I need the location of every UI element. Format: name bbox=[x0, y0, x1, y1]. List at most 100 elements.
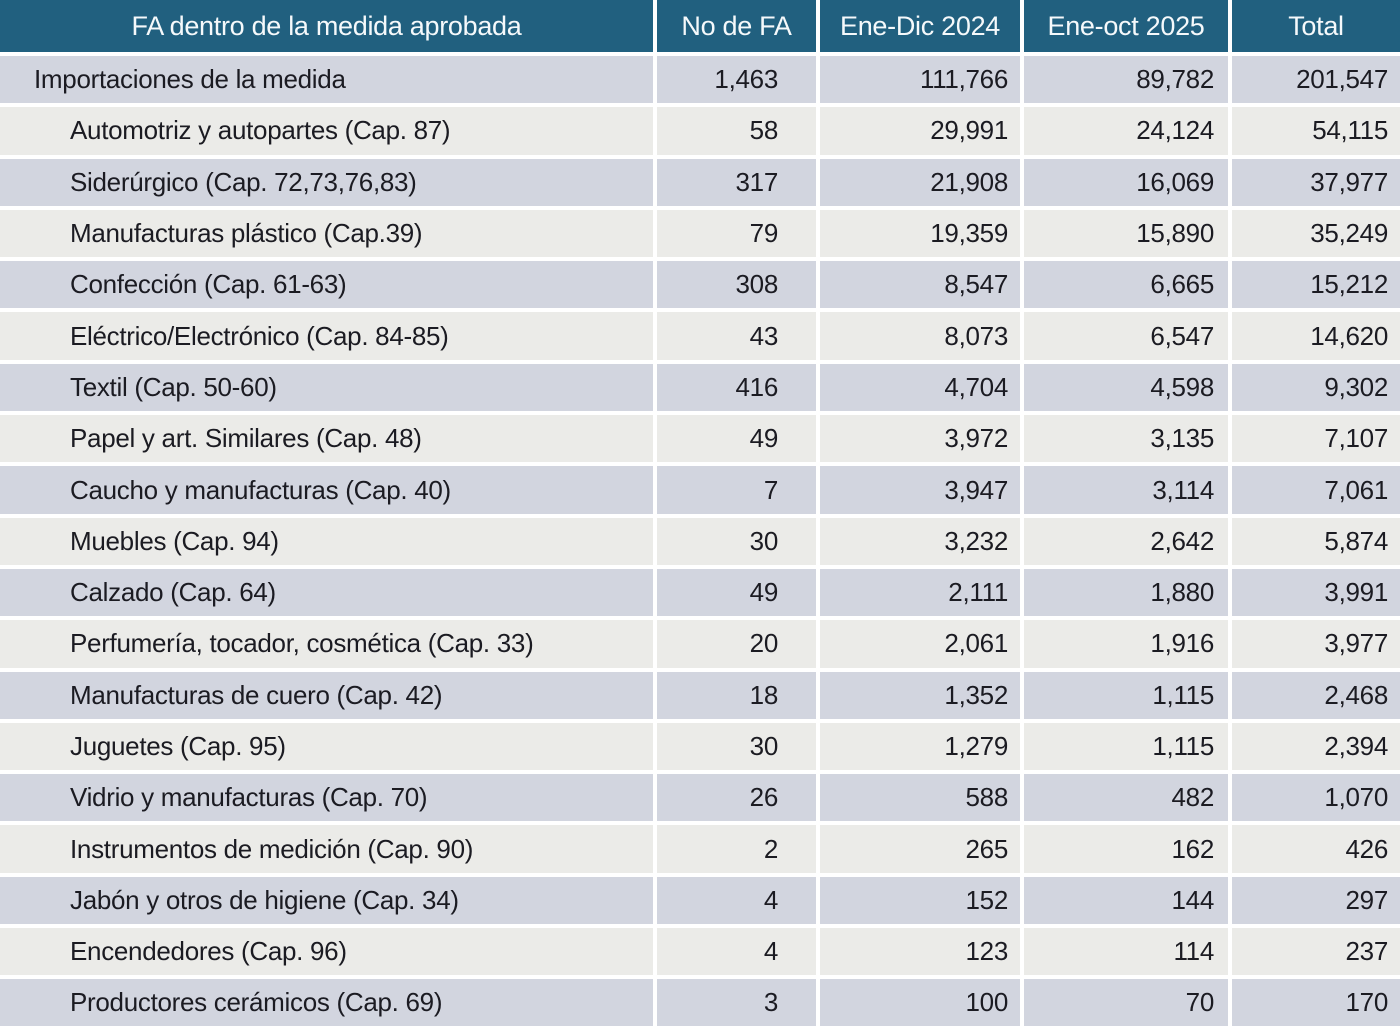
header-cell-total: Total bbox=[1228, 0, 1400, 56]
row-label: Automotriz y autopartes (Cap. 87) bbox=[0, 103, 657, 159]
row-value: 43 bbox=[653, 308, 820, 364]
row-value: 20 bbox=[653, 616, 820, 672]
row-value: 3,972 bbox=[816, 411, 1024, 467]
row-value: 1,115 bbox=[1020, 667, 1232, 723]
row-value: 114 bbox=[1020, 924, 1232, 980]
row-value: 70 bbox=[1020, 975, 1232, 1026]
table-row: Eléctrico/Electrónico (Cap. 84-85) 43 8,07… bbox=[0, 308, 1400, 364]
table-row: Instrumentos de medición (Cap. 90) 2 265 16… bbox=[0, 821, 1400, 877]
row-value: 3,114 bbox=[1020, 462, 1232, 518]
row-value: 29,991 bbox=[816, 103, 1024, 159]
row-value: 1,115 bbox=[1020, 718, 1232, 775]
row-value: 15,890 bbox=[1020, 205, 1232, 262]
row-value: 5,874 bbox=[1228, 513, 1400, 569]
row-value: 201,547 bbox=[1228, 51, 1400, 108]
table-row: Encendedores (Cap. 96) 4 123 114 237 bbox=[0, 924, 1400, 980]
row-label: Juguetes (Cap. 95) bbox=[0, 718, 657, 775]
table-row: Manufacturas de cuero (Cap. 42) 18 1,352 1,… bbox=[0, 667, 1400, 723]
row-value: 426 bbox=[1228, 821, 1400, 877]
row-value: 79 bbox=[653, 205, 820, 262]
row-value: 54,115 bbox=[1228, 103, 1400, 159]
table-row: Juguetes (Cap. 95) 30 1,279 1,115 2,394 bbox=[0, 718, 1400, 775]
row-value: 6,665 bbox=[1020, 257, 1232, 313]
row-value: 26 bbox=[653, 770, 820, 826]
row-value: 4,704 bbox=[816, 359, 1024, 416]
row-value: 7 bbox=[653, 462, 820, 518]
header-cell-ene-oct-2025: Ene-oct 2025 bbox=[1020, 0, 1232, 56]
row-value: 162 bbox=[1020, 821, 1232, 877]
row-value: 144 bbox=[1020, 872, 1232, 929]
header-cell-no-de-fa: No de FA bbox=[653, 0, 820, 56]
row-value: 15,212 bbox=[1228, 257, 1400, 313]
table-row: Caucho y manufacturas (Cap. 40) 7 3,947 3,1… bbox=[0, 462, 1400, 518]
row-label: Instrumentos de medición (Cap. 90) bbox=[0, 821, 657, 877]
row-value: 35,249 bbox=[1228, 205, 1400, 262]
row-value: 9,302 bbox=[1228, 359, 1400, 416]
row-value: 4,598 bbox=[1020, 359, 1232, 416]
row-label: Papel y art. Similares (Cap. 48) bbox=[0, 411, 657, 467]
row-value: 1,279 bbox=[816, 718, 1024, 775]
table-row: Textil (Cap. 50-60) 416 4,704 4,598 9,302 bbox=[0, 359, 1400, 416]
row-label: Confección (Cap. 61-63) bbox=[0, 257, 657, 313]
row-value: 1,463 bbox=[653, 51, 820, 108]
row-value: 2,468 bbox=[1228, 667, 1400, 723]
row-value: 2 bbox=[653, 821, 820, 877]
row-value: 3,232 bbox=[816, 513, 1024, 569]
row-value: 123 bbox=[816, 924, 1024, 980]
row-label: Manufacturas de cuero (Cap. 42) bbox=[0, 667, 657, 723]
row-value: 8,547 bbox=[816, 257, 1024, 313]
row-value: 1,070 bbox=[1228, 770, 1400, 826]
table-row: Productores cerámicos (Cap. 69) 3 100 70 170 bbox=[0, 975, 1400, 1026]
row-value: 152 bbox=[816, 872, 1024, 929]
row-label: Importaciones de la medida bbox=[0, 51, 657, 108]
row-value: 8,073 bbox=[816, 308, 1024, 364]
header-cell-ene-dic-2024: Ene-Dic 2024 bbox=[816, 0, 1024, 56]
row-value: 482 bbox=[1020, 770, 1232, 826]
row-label: Calzado (Cap. 64) bbox=[0, 564, 657, 621]
row-value: 7,061 bbox=[1228, 462, 1400, 518]
row-value: 2,642 bbox=[1020, 513, 1232, 569]
row-label: Eléctrico/Electrónico (Cap. 84-85) bbox=[0, 308, 657, 364]
row-value: 19,359 bbox=[816, 205, 1024, 262]
row-value: 308 bbox=[653, 257, 820, 313]
row-value: 3,977 bbox=[1228, 616, 1400, 672]
row-value: 111,766 bbox=[816, 51, 1024, 108]
table-row: Perfumería, tocador, cosmética (Cap. 33)… bbox=[0, 616, 1400, 672]
header-row: FA dentro de la medida aprobada No de FA… bbox=[0, 0, 1400, 56]
row-value: 3 bbox=[653, 975, 820, 1026]
row-value: 3,947 bbox=[816, 462, 1024, 518]
row-value: 2,061 bbox=[816, 616, 1024, 672]
table-row: Vidrio y manufacturas (Cap. 70) 26 588 482 1… bbox=[0, 770, 1400, 826]
row-label: Encendedores (Cap. 96) bbox=[0, 924, 657, 980]
table-row: Papel y art. Similares (Cap. 48) 49 3,972 3… bbox=[0, 411, 1400, 467]
table-row: Confección (Cap. 61-63) 308 8,547 6,665 15,2… bbox=[0, 257, 1400, 313]
row-value: 237 bbox=[1228, 924, 1400, 980]
row-value: 588 bbox=[816, 770, 1024, 826]
row-label: Jabón y otros de higiene (Cap. 34) bbox=[0, 872, 657, 929]
row-value: 14,620 bbox=[1228, 308, 1400, 364]
table-row: Siderúrgico (Cap. 72,73,76,83) 317 21,908 1… bbox=[0, 154, 1400, 210]
row-value: 49 bbox=[653, 564, 820, 621]
row-value: 170 bbox=[1228, 975, 1400, 1026]
row-value: 7,107 bbox=[1228, 411, 1400, 467]
row-value: 24,124 bbox=[1020, 103, 1232, 159]
row-value: 3,991 bbox=[1228, 564, 1400, 621]
row-value: 16,069 bbox=[1020, 154, 1232, 210]
table-row: Manufacturas plástico (Cap.39) 79 19,359 15… bbox=[0, 205, 1400, 262]
row-value: 4 bbox=[653, 872, 820, 929]
table-row: Automotriz y autopartes (Cap. 87) 58 29,99… bbox=[0, 103, 1400, 159]
row-label: Vidrio y manufacturas (Cap. 70) bbox=[0, 770, 657, 826]
table-header: FA dentro de la medida aprobada No de FA… bbox=[0, 0, 1400, 56]
row-value: 58 bbox=[653, 103, 820, 159]
row-value: 265 bbox=[816, 821, 1024, 877]
row-label: Textil (Cap. 50-60) bbox=[0, 359, 657, 416]
row-value: 49 bbox=[653, 411, 820, 467]
row-value: 37,977 bbox=[1228, 154, 1400, 210]
table-row: Jabón y otros de higiene (Cap. 34) 4 152 14… bbox=[0, 872, 1400, 929]
row-value: 4 bbox=[653, 924, 820, 980]
header-cell-fa-description: FA dentro de la medida aprobada bbox=[0, 0, 657, 56]
row-label: Siderúrgico (Cap. 72,73,76,83) bbox=[0, 154, 657, 210]
row-value: 2,394 bbox=[1228, 718, 1400, 775]
row-value: 30 bbox=[653, 718, 820, 775]
